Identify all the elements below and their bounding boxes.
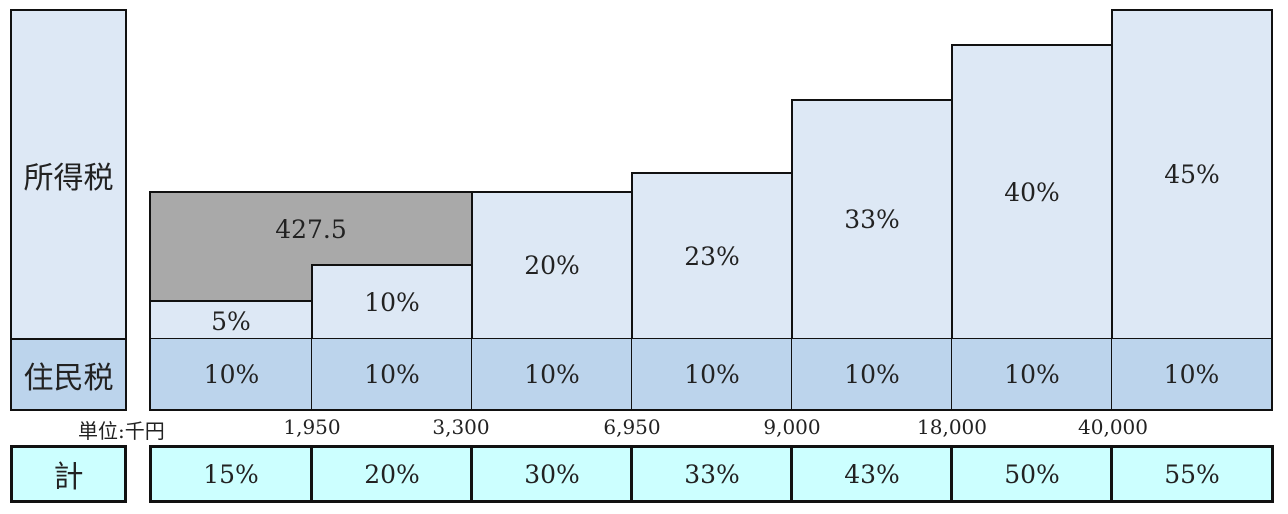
resident-tax-rate-7: 10% (1163, 359, 1220, 389)
total-cell-6: 50% (950, 445, 1114, 503)
total-rate-2: 20% (364, 459, 420, 489)
resident-tax-cell-7: 10% (1111, 338, 1273, 411)
total-cell-3: 30% (470, 445, 634, 503)
threshold-6: 40,000 (1078, 415, 1148, 439)
total-rate-6: 50% (1004, 459, 1060, 489)
threshold-4: 9,000 (763, 415, 821, 439)
resident-tax-rate-1: 10% (203, 359, 260, 389)
income-tax-label-box: 所得税 (10, 9, 127, 340)
total-rate-4: 33% (684, 459, 740, 489)
income-tax-rate-1: 5% (211, 307, 251, 336)
resident-tax-cell-4: 10% (631, 338, 793, 411)
resident-tax-rate-4: 10% (684, 359, 740, 389)
resident-tax-rate-6: 10% (1004, 359, 1060, 389)
income-tax-bracket-2: 10% (311, 264, 473, 340)
income-tax-rate-7: 45% (1164, 160, 1220, 189)
resident-tax-rate-3: 10% (524, 359, 580, 389)
threshold-5: 18,000 (917, 415, 987, 439)
resident-tax-label-box: 住民税 (10, 338, 127, 411)
resident-tax-cell-2: 10% (311, 338, 473, 411)
income-tax-bracket-3: 20% (471, 191, 633, 340)
income-tax-rate-2: 10% (364, 287, 420, 317)
total-cell-7: 55% (1110, 445, 1274, 503)
total-rate-5: 43% (844, 459, 900, 489)
total-cell-1: 15% (149, 445, 313, 503)
income-tax-rate-4: 23% (684, 241, 740, 271)
income-tax-bracket-1: 5% (149, 300, 313, 340)
total-cell-4: 33% (630, 445, 794, 503)
resident-tax-cell-5: 10% (791, 338, 953, 411)
total-cell-5: 43% (790, 445, 954, 503)
resident-tax-label: 住民税 (23, 360, 114, 396)
resident-tax-cell-1: 10% (149, 338, 313, 411)
threshold-1: 1,950 (283, 415, 341, 439)
total-label-box: 計 (10, 445, 127, 503)
total-rate-7: 55% (1164, 459, 1220, 489)
total-rate-1: 15% (203, 459, 259, 489)
total-rate-3: 30% (524, 459, 580, 489)
total-label: 計 (53, 460, 84, 495)
resident-tax-cell-3: 10% (471, 338, 633, 411)
threshold-2: 3,300 (432, 415, 490, 439)
resident-tax-rate-2: 10% (364, 359, 420, 389)
threshold-3: 6,950 (603, 415, 661, 439)
income-tax-rate-5: 33% (844, 205, 900, 234)
income-tax-bracket-4: 23% (631, 172, 793, 340)
income-tax-bracket-7: 45% (1111, 9, 1273, 340)
resident-tax-rate-5: 10% (844, 359, 900, 389)
income-tax-rate-6: 40% (1004, 177, 1060, 207)
deduction-value: 427.5 (275, 215, 347, 244)
income-tax-rate-3: 20% (524, 251, 580, 280)
income-tax-label: 所得税 (23, 160, 114, 196)
income-tax-bracket-5: 33% (791, 99, 953, 340)
unit-label: 単位:千円 (78, 419, 165, 443)
total-cell-2: 20% (310, 445, 474, 503)
income-tax-bracket-6: 40% (951, 44, 1113, 340)
resident-tax-cell-6: 10% (951, 338, 1113, 411)
